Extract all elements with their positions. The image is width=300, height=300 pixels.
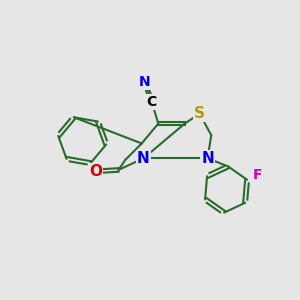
Text: O: O [89,164,102,179]
Text: C: C [147,95,157,109]
Text: N: N [137,151,150,166]
Text: N: N [201,151,214,166]
Text: F: F [253,168,262,182]
Text: N: N [139,75,151,89]
Text: S: S [194,106,205,121]
